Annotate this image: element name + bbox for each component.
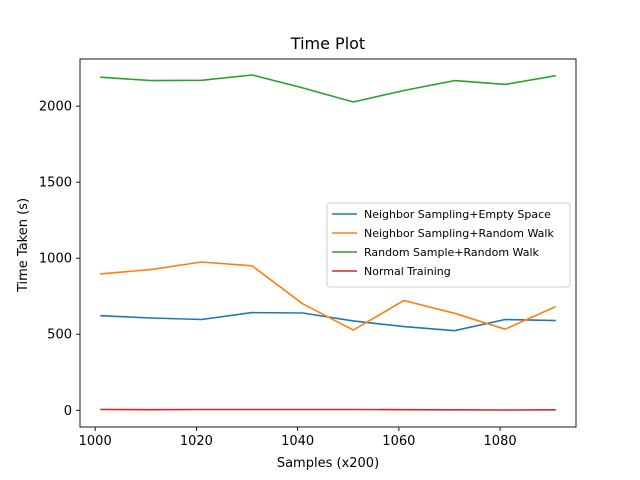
series-line-1 bbox=[100, 261, 557, 331]
legend-label-3: Normal Training bbox=[364, 265, 451, 278]
y-tick-label: 1000 bbox=[39, 252, 72, 267]
legend-box bbox=[326, 202, 571, 288]
y-tick-label: 0 bbox=[64, 404, 72, 419]
legend-label-0: Neighbor Sampling+Empty Space bbox=[364, 208, 551, 221]
axes: 1000 1020 1040 1060 1080 0 500 1000 1500 2000 bbox=[39, 58, 577, 449]
legend-label-1: Neighbor Sampling+Random Walk bbox=[364, 227, 554, 240]
x-tick-label: 1080 bbox=[484, 434, 517, 449]
series-line-3 bbox=[100, 408, 556, 411]
y-tick-label: 500 bbox=[47, 328, 72, 343]
x-tick-label: 1000 bbox=[79, 434, 112, 449]
x-axis-label: Samples (x200) bbox=[277, 456, 379, 471]
x-tick-label: 1040 bbox=[281, 434, 314, 449]
y-tick-label: 2000 bbox=[39, 100, 72, 115]
y-axis-label: Time Taken (s) bbox=[16, 198, 31, 293]
y-tick-label: 1500 bbox=[39, 176, 72, 191]
x-tick-label: 1020 bbox=[180, 434, 213, 449]
series-line-2 bbox=[100, 74, 556, 103]
chart-title: Time Plot bbox=[290, 34, 365, 53]
x-tick-label: 1060 bbox=[382, 434, 415, 449]
plot-area bbox=[100, 74, 557, 411]
plot-frame bbox=[79, 58, 577, 428]
legend: Neighbor Sampling+Empty Space Neighbor Sa… bbox=[326, 202, 571, 288]
series-line-0 bbox=[100, 311, 556, 332]
legend-label-2: Random Sample+Random Walk bbox=[364, 246, 540, 259]
